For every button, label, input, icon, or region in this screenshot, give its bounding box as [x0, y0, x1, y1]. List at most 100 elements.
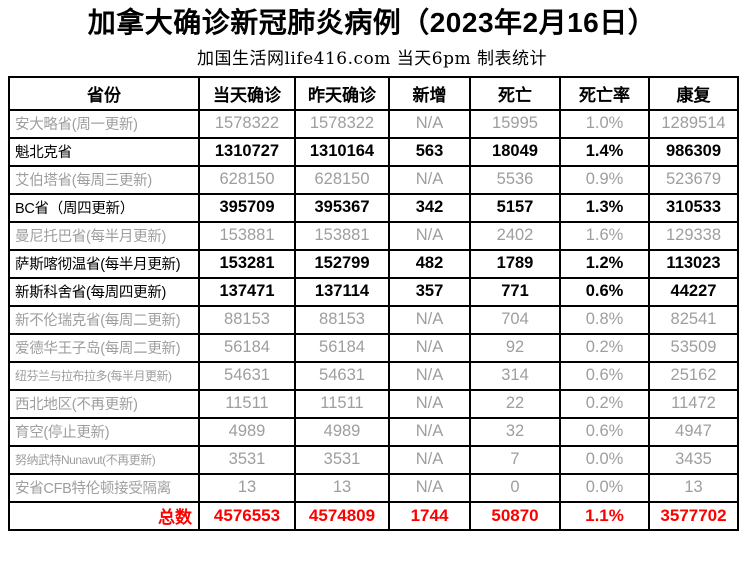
cell-deaths: 0 [469, 472, 561, 503]
cell-total-today-confirmed: 4576553 [198, 500, 296, 531]
cell-today-confirmed: 13 [198, 472, 296, 503]
table-row: 艾伯塔省(每周三更新) 628150 628150 N/A 5536 0.9% … [8, 164, 739, 195]
cell-deaths: 18049 [469, 136, 561, 167]
cell-today-confirmed: 1310727 [198, 136, 296, 167]
cell-yesterday-confirmed: 11511 [294, 388, 390, 419]
cell-new-cases: N/A [388, 416, 471, 447]
cell-deaths: 1789 [469, 248, 561, 279]
cell-today-confirmed: 88153 [198, 304, 296, 335]
cell-province: 西北地区(不再更新) [8, 388, 200, 419]
cell-deaths: 7 [469, 444, 561, 475]
cell-new-cases: N/A [388, 164, 471, 195]
cell-province: 魁北克省 [8, 136, 200, 167]
table-row: 萨斯喀彻温省(每半月更新) 153281 152799 482 1789 1.2… [8, 248, 739, 279]
cell-death-rate: 1.6% [559, 220, 650, 251]
cell-yesterday-confirmed: 628150 [294, 164, 390, 195]
cell-province: 安大略省(周一更新) [8, 108, 200, 139]
cell-recovered: 44227 [648, 276, 739, 307]
column-header-today-confirmed: 当天确诊 [198, 75, 296, 111]
table-row: 西北地区(不再更新) 11511 11511 N/A 22 0.2% 11472 [8, 388, 739, 419]
cell-new-cases: N/A [388, 332, 471, 363]
cell-deaths: 771 [469, 276, 561, 307]
cell-deaths: 5157 [469, 192, 561, 223]
cell-yesterday-confirmed: 395367 [294, 192, 390, 223]
cell-deaths: 32 [469, 416, 561, 447]
cell-death-rate: 1.3% [559, 192, 650, 223]
cell-total-new-cases: 1744 [388, 500, 471, 531]
cell-today-confirmed: 628150 [198, 164, 296, 195]
table-header: 省份 当天确诊 昨天确诊 新增 死亡 死亡率 康复 [8, 75, 739, 111]
cell-province: BC省（周四更新） [8, 192, 200, 223]
column-header-new-cases: 新增 [388, 75, 471, 111]
cell-death-rate: 0.8% [559, 304, 650, 335]
cell-new-cases: 357 [388, 276, 471, 307]
page-title: 加拿大确诊新冠肺炎病例（2023年2月16日） [87, 7, 657, 38]
cell-today-confirmed: 1578322 [198, 108, 296, 139]
table-body: 安大略省(周一更新) 1578322 1578322 N/A 15995 1.0… [8, 108, 739, 503]
header-row: 省份 当天确诊 昨天确诊 新增 死亡 死亡率 康复 [8, 75, 739, 111]
cell-recovered: 986309 [648, 136, 739, 167]
cell-recovered: 1289514 [648, 108, 739, 139]
cell-province: 努纳武特Nunavut(不再更新) [8, 444, 200, 475]
page-subtitle: 加国生活网life416.com 当天6pm 制表统计 [196, 48, 548, 69]
cell-death-rate: 0.0% [559, 444, 650, 475]
cell-death-rate: 1.4% [559, 136, 650, 167]
cell-yesterday-confirmed: 137114 [294, 276, 390, 307]
cell-total-recovered: 3577702 [648, 500, 739, 531]
table-row: 安大略省(周一更新) 1578322 1578322 N/A 15995 1.0… [8, 108, 739, 139]
table-footer: 总数 4576553 4574809 1744 50870 1.1% 35777… [8, 500, 739, 531]
cell-new-cases: N/A [388, 388, 471, 419]
cell-yesterday-confirmed: 4989 [294, 416, 390, 447]
cell-province: 育空(停止更新) [8, 416, 200, 447]
cell-yesterday-confirmed: 56184 [294, 332, 390, 363]
table-row: 魁北克省 1310727 1310164 563 18049 1.4% 9863… [8, 136, 739, 167]
cell-total-deaths: 50870 [469, 500, 561, 531]
cell-new-cases: N/A [388, 444, 471, 475]
cell-deaths: 92 [469, 332, 561, 363]
table-row: 安省CFB特伦顿接受隔离 13 13 N/A 0 0.0% 13 [8, 472, 739, 503]
cell-yesterday-confirmed: 54631 [294, 360, 390, 391]
cell-province: 艾伯塔省(每周三更新) [8, 164, 200, 195]
cell-death-rate: 0.6% [559, 416, 650, 447]
cell-today-confirmed: 56184 [198, 332, 296, 363]
cell-province: 安省CFB特伦顿接受隔离 [8, 472, 200, 503]
column-header-province: 省份 [8, 75, 200, 111]
cell-yesterday-confirmed: 152799 [294, 248, 390, 279]
cell-today-confirmed: 54631 [198, 360, 296, 391]
cell-province: 纽芬兰与拉布拉多(每半月更新) [8, 360, 200, 391]
cell-deaths: 5536 [469, 164, 561, 195]
cell-death-rate: 1.2% [559, 248, 650, 279]
cell-new-cases: N/A [388, 108, 471, 139]
cell-recovered: 4947 [648, 416, 739, 447]
cell-deaths: 704 [469, 304, 561, 335]
cell-yesterday-confirmed: 13 [294, 472, 390, 503]
cell-today-confirmed: 11511 [198, 388, 296, 419]
cell-province: 萨斯喀彻温省(每半月更新) [8, 248, 200, 279]
column-header-death-rate: 死亡率 [559, 75, 650, 111]
covid-stats-table: 省份 当天确诊 昨天确诊 新增 死亡 死亡率 康复 安大略省(周一更新) 157… [8, 75, 739, 531]
cell-yesterday-confirmed: 1578322 [294, 108, 390, 139]
cell-recovered: 523679 [648, 164, 739, 195]
cell-recovered: 13 [648, 472, 739, 503]
cell-recovered: 11472 [648, 388, 739, 419]
cell-deaths: 314 [469, 360, 561, 391]
cell-yesterday-confirmed: 153881 [294, 220, 390, 251]
cell-today-confirmed: 395709 [198, 192, 296, 223]
cell-yesterday-confirmed: 1310164 [294, 136, 390, 167]
table-row: 曼尼托巴省(每半月更新) 153881 153881 N/A 2402 1.6%… [8, 220, 739, 251]
cell-today-confirmed: 137471 [198, 276, 296, 307]
cell-recovered: 129338 [648, 220, 739, 251]
cell-yesterday-confirmed: 88153 [294, 304, 390, 335]
cell-province: 爱德华王子岛(每周二更新) [8, 332, 200, 363]
cell-recovered: 113023 [648, 248, 739, 279]
cell-death-rate: 0.6% [559, 360, 650, 391]
column-header-yesterday-confirmed: 昨天确诊 [294, 75, 390, 111]
cell-death-rate: 0.6% [559, 276, 650, 307]
cell-death-rate: 0.9% [559, 164, 650, 195]
cell-new-cases: 342 [388, 192, 471, 223]
cell-today-confirmed: 3531 [198, 444, 296, 475]
column-header-recovered: 康复 [648, 75, 739, 111]
table-row: 纽芬兰与拉布拉多(每半月更新) 54631 54631 N/A 314 0.6%… [8, 360, 739, 391]
cell-recovered: 25162 [648, 360, 739, 391]
